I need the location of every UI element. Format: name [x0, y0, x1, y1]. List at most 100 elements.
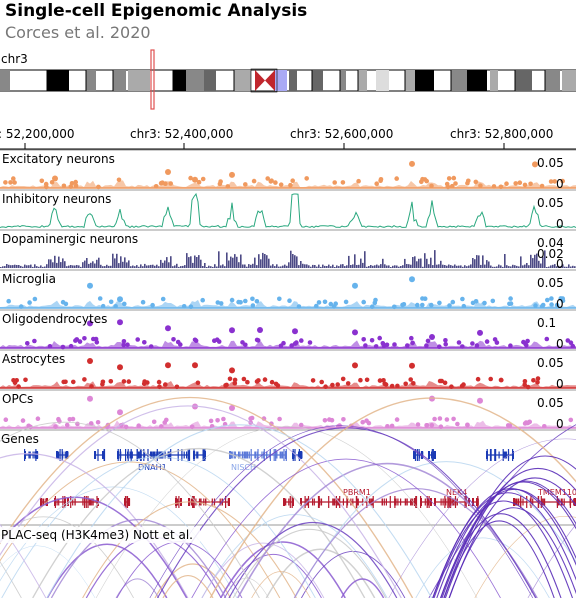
signal-point [32, 296, 38, 302]
track-title: Excitatory neurons [2, 152, 115, 166]
signal-point [192, 176, 198, 183]
track-zero-label: 0 [556, 337, 564, 351]
signal-point [171, 337, 176, 342]
signal-point [319, 379, 325, 385]
signal-point [340, 180, 346, 185]
signal-point [453, 181, 458, 186]
signal-point [429, 334, 435, 340]
signal-point [108, 299, 114, 305]
signal-point [382, 381, 388, 387]
signal-point [256, 378, 261, 383]
signal-point [229, 297, 235, 303]
genes-track-title: Genes [1, 432, 39, 446]
signal-point [232, 377, 238, 383]
track-max-label: 0.1 [537, 316, 556, 330]
signal-point [568, 417, 574, 423]
signal-point [444, 181, 450, 187]
signal-point [558, 296, 564, 301]
track-max-label: 0.05 [537, 276, 564, 290]
signal-point [443, 338, 448, 343]
signal-track-astrocytes[interactable]: Astrocytes 0.05 0 [0, 349, 576, 391]
signal-point [429, 423, 435, 428]
signal-point [424, 343, 429, 348]
signal-point [251, 178, 257, 184]
signal-point [290, 178, 296, 183]
signal-point [460, 296, 465, 302]
signal-point [322, 418, 328, 423]
gene-label[interactable]: NISCH [231, 463, 256, 472]
signal-point [125, 342, 130, 348]
signal-point [549, 296, 554, 301]
signal-point [522, 379, 528, 384]
signal-point [410, 340, 415, 346]
signal-point [335, 382, 341, 387]
signal-point [364, 418, 369, 424]
gene-label[interactable]: DNAH1 [138, 463, 167, 472]
track-title: OPCs [2, 392, 33, 406]
signal-point [49, 180, 55, 185]
gene-label[interactable]: PBRM1 [343, 488, 371, 497]
signal-point [287, 298, 292, 304]
signal-point [432, 416, 437, 422]
signal-point [522, 382, 527, 388]
signal-point [425, 338, 431, 344]
signal-point [32, 338, 37, 344]
signal-point [394, 417, 400, 422]
signal-point [71, 379, 76, 385]
signal-track-dopaminergic-neurons[interactable]: Dopaminergic neurons 0.040.020 [0, 229, 576, 271]
page-title: Single-cell Epigenomic Analysis [5, 1, 308, 21]
signal-point [307, 340, 313, 345]
signal-point [218, 179, 223, 184]
track-zero-label: 0 [556, 377, 564, 391]
signal-point [470, 300, 476, 306]
ideogram-track[interactable]: chr3 [0, 49, 576, 110]
signal-point [140, 299, 146, 305]
signal-point [243, 182, 248, 187]
axis-tick-label: chr3: 52,800,000 [450, 127, 553, 141]
signal-point [470, 341, 475, 346]
signal-point [240, 340, 245, 345]
signal-point [381, 343, 387, 349]
gene-label[interactable]: TMEM110 [537, 488, 576, 497]
signal-point [175, 339, 181, 345]
signal-point [142, 340, 147, 345]
signal-point [158, 180, 164, 186]
signal-point [117, 319, 123, 326]
signal-point [163, 382, 168, 387]
signal-point [494, 340, 500, 345]
signal-point [73, 183, 79, 189]
signal-point [473, 179, 479, 185]
signal-track-opcs[interactable]: OPCs 0.05 0 [0, 389, 576, 431]
signal-point [513, 181, 518, 186]
signal-track-inhibitory-neurons[interactable]: Inhibitory neurons 0.05 0 [0, 189, 576, 231]
signal-point [415, 302, 420, 308]
signal-point [23, 377, 28, 383]
signal-track-excitatory-neurons[interactable]: Excitatory neurons 0.05 0 [0, 149, 576, 191]
signal-point [192, 362, 198, 369]
signal-point [447, 303, 452, 308]
signal-point [141, 381, 147, 387]
signal-point [352, 329, 358, 336]
signal-track-microglia[interactable]: Microglia 0.05 0 [0, 269, 576, 311]
plac-seq-track[interactable]: PLAC-seq (H3K4me3) Nott et al. [0, 396, 576, 598]
signal-track-oligodendrocytes[interactable]: Oligodendrocytes 0.10 [0, 309, 576, 351]
signal-point [77, 339, 83, 344]
ideogram-viewport-marker[interactable] [150, 49, 155, 110]
signal-point [11, 176, 16, 181]
signal-point [75, 421, 80, 427]
signal-point [443, 341, 449, 347]
signal-point [310, 378, 316, 383]
signal-point [328, 301, 334, 307]
genomic-axis: : 52,200,000 chr3: 52,400,000 chr3: 52,6… [0, 127, 576, 150]
track-zero-label: 0 [556, 217, 564, 231]
signal-point [298, 422, 304, 428]
signal-point [69, 181, 75, 186]
signal-point [411, 381, 416, 386]
signal-point [409, 362, 415, 369]
signal-point [288, 182, 293, 188]
signal-point [420, 296, 425, 301]
signal-point [74, 337, 80, 342]
signal-point [215, 300, 221, 305]
signal-point [87, 282, 93, 289]
